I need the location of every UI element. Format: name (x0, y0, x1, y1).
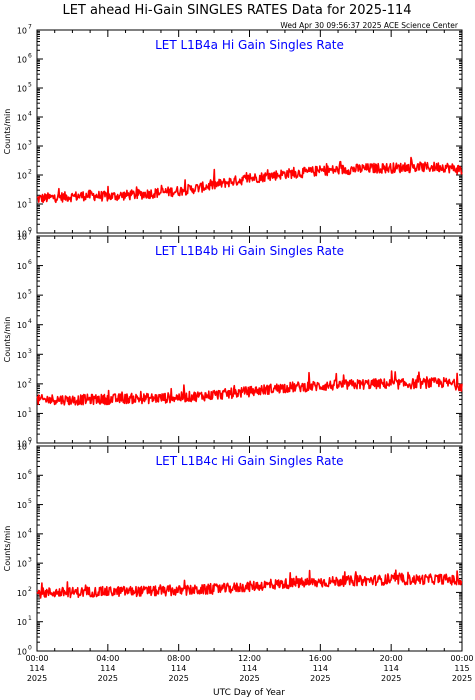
x-axis-label: UTC Day of Year (213, 688, 285, 698)
y-tick-label: 10 (17, 589, 27, 598)
y-tick-exponent: 4 (28, 318, 32, 325)
y-tick-exponent: 7 (28, 24, 32, 31)
y-tick-exponent: 7 (28, 440, 32, 447)
page-title: LET ahead Hi-Gain SINGLES RATES Data for… (62, 3, 411, 18)
x-tick-day: 114 (171, 664, 186, 673)
y-tick-label: 10 (17, 618, 27, 627)
y-tick-label: 10 (17, 230, 27, 239)
y-tick-exponent: 4 (28, 111, 32, 118)
y-tick-exponent: 6 (28, 259, 32, 266)
panel-title: LET L1B4c Hi Gain Singles Rate (155, 454, 343, 468)
y-tick-label: 10 (17, 201, 27, 210)
x-tick-time: 08:00 (167, 654, 190, 663)
x-tick-year: 2025 (168, 674, 188, 683)
y-tick-label: 10 (17, 351, 27, 360)
x-tick-day: 114 (29, 664, 44, 673)
y-axis-label: Counts/min (3, 109, 12, 155)
x-tick-year: 2025 (310, 674, 330, 683)
y-tick-label: 10 (17, 443, 27, 452)
y-tick-label: 10 (17, 501, 27, 510)
y-tick-label: 10 (17, 560, 27, 569)
x-tick-year: 2025 (381, 674, 401, 683)
y-tick-exponent: 4 (28, 527, 32, 534)
panel-title: LET L1B4b Hi Gain Singles Rate (155, 244, 344, 258)
data-series-line (36, 569, 463, 599)
x-tick-time: 04:00 (96, 654, 119, 663)
x-tick-year: 2025 (27, 674, 47, 683)
plot-frame (36, 445, 463, 652)
data-series-line (36, 156, 463, 204)
x-tick-day: 114 (313, 664, 328, 673)
y-tick-exponent: 0 (28, 437, 32, 444)
x-tick-time: 00:00 (25, 654, 48, 663)
y-tick-label: 10 (17, 292, 27, 301)
y-tick-exponent: 7 (28, 230, 32, 237)
y-tick-label: 10 (17, 114, 27, 123)
y-tick-label: 10 (17, 172, 27, 181)
y-tick-label: 10 (17, 380, 27, 389)
x-tick-time: 16:00 (309, 654, 332, 663)
x-tick-day: 114 (100, 664, 115, 673)
y-tick-exponent: 2 (28, 586, 32, 593)
y-tick-exponent: 3 (28, 140, 32, 147)
y-tick-label: 10 (17, 262, 27, 271)
x-tick-time: 00:00 (450, 654, 473, 663)
plot-frame (36, 235, 463, 444)
data-series-line (36, 370, 463, 406)
y-tick-label: 10 (17, 410, 27, 419)
x-tick-time: 20:00 (380, 654, 403, 663)
y-tick-label: 10 (17, 143, 27, 152)
y-tick-exponent: 1 (28, 615, 32, 622)
y-tick-label: 10 (17, 472, 27, 481)
y-tick-label: 10 (17, 648, 27, 657)
y-tick-exponent: 5 (28, 82, 32, 89)
y-tick-exponent: 1 (28, 407, 32, 414)
y-tick-exponent: 3 (28, 557, 32, 564)
x-tick-day: 114 (384, 664, 399, 673)
y-tick-exponent: 0 (28, 227, 32, 234)
y-tick-label: 10 (17, 530, 27, 539)
y-tick-exponent: 6 (28, 469, 32, 476)
y-tick-exponent: 3 (28, 348, 32, 355)
y-tick-label: 10 (17, 440, 27, 449)
y-tick-exponent: 5 (28, 289, 32, 296)
x-tick-day: 115 (454, 664, 469, 673)
x-tick-time: 12:00 (238, 654, 261, 663)
y-axis-label: Counts/min (3, 317, 12, 363)
x-tick-year: 2025 (98, 674, 118, 683)
y-tick-label: 10 (17, 56, 27, 65)
plot-frame (36, 29, 463, 234)
y-axis-label: Counts/min (3, 526, 12, 572)
y-tick-label: 10 (17, 321, 27, 330)
y-tick-label: 10 (17, 85, 27, 94)
y-tick-exponent: 0 (28, 645, 32, 652)
y-tick-exponent: 2 (28, 169, 32, 176)
panel-title: LET L1B4a Hi Gain Singles Rate (155, 38, 344, 52)
x-tick-day: 114 (242, 664, 257, 673)
y-tick-label: 10 (17, 27, 27, 36)
y-tick-label: 10 (17, 233, 27, 242)
x-tick-year: 2025 (239, 674, 259, 683)
x-tick-year: 2025 (452, 674, 472, 683)
timestamp: Wed Apr 30 09:56:37 2025 ACE Science Cen… (280, 21, 459, 30)
y-tick-exponent: 2 (28, 377, 32, 384)
y-tick-exponent: 5 (28, 498, 32, 505)
y-tick-exponent: 1 (28, 198, 32, 205)
y-tick-exponent: 6 (28, 53, 32, 60)
